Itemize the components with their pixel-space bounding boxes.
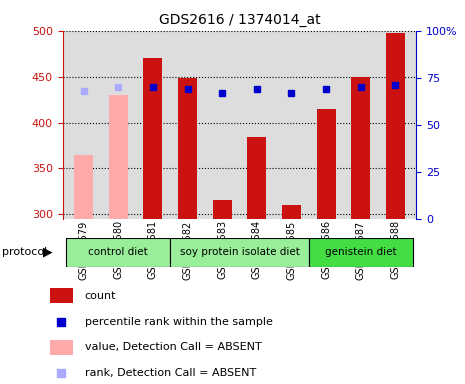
Title: GDS2616 / 1374014_at: GDS2616 / 1374014_at [159, 13, 320, 27]
Bar [213, 200, 232, 219]
Bar [66, 238, 170, 267]
Bar [282, 205, 301, 219]
Text: soy protein isolate diet: soy protein isolate diet [179, 247, 299, 258]
Text: protocol: protocol [2, 247, 47, 257]
Bar [50, 340, 73, 355]
Text: ▶: ▶ [43, 246, 53, 259]
Text: value, Detection Call = ABSENT: value, Detection Call = ABSENT [85, 343, 262, 353]
Text: rank, Detection Call = ABSENT: rank, Detection Call = ABSENT [85, 368, 256, 378]
Bar [109, 95, 128, 219]
Text: count: count [85, 291, 116, 301]
Bar [386, 33, 405, 219]
Bar [143, 58, 162, 219]
Bar [170, 238, 309, 267]
Bar [178, 78, 197, 219]
Text: percentile rank within the sample: percentile rank within the sample [85, 317, 272, 327]
Text: genistein diet: genistein diet [325, 247, 397, 258]
Bar [351, 77, 370, 219]
Bar [50, 288, 73, 303]
Text: control diet: control diet [88, 247, 148, 258]
Bar [309, 238, 413, 267]
Bar [247, 137, 266, 219]
Bar [317, 109, 336, 219]
Bar [74, 155, 93, 219]
